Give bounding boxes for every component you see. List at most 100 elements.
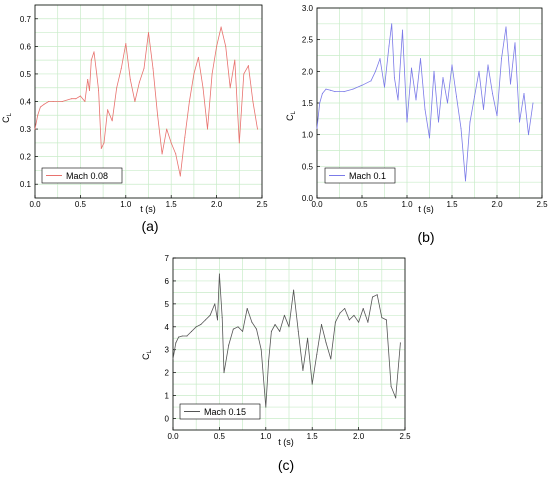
data-point [505,26,507,28]
data-point [238,142,240,144]
legend-box [41,167,123,184]
y-axis-label: CL [141,349,153,360]
data-point [372,296,374,298]
data-point [211,73,213,75]
data-point [111,120,113,122]
data-point [61,101,63,102]
data-point [460,127,462,129]
data-point [528,134,529,136]
data-point [442,77,444,79]
data-point [406,121,408,123]
data-point [43,103,45,105]
x-tick-label: 1.5 [446,200,458,209]
data-point [88,89,90,91]
data-point [120,67,122,69]
data-point [483,108,484,110]
data-point [270,330,272,332]
data-point [209,314,211,316]
data-point [288,326,290,328]
x-tick-label: 2.0 [353,432,365,441]
data-point [172,358,174,360]
data-point [334,321,336,323]
data-point [216,45,218,47]
data-point [395,397,397,399]
y-tick-label: 4 [165,323,170,332]
y-tick-label: 1.0 [302,131,314,140]
x-tick-label: 0.0 [29,200,41,209]
data-point [223,372,225,374]
data-point [256,328,258,330]
data-point [228,344,230,346]
y-tick-label: 0.3 [20,125,32,134]
data-point [415,99,417,101]
data-point [325,88,327,90]
data-point [283,314,285,316]
y-tick-label: 0.6 [20,42,32,51]
legend: Mach 0.15 [179,403,261,420]
data-point [217,319,219,321]
data-point [157,114,159,116]
data-point [179,175,181,177]
y-tick-label: 0.7 [20,15,32,24]
x-tick-label: 0.5 [75,200,87,209]
data-point [438,121,439,123]
y-tick-label: 6 [165,277,170,286]
x-tick-label: 1.0 [401,200,413,209]
y-tick-label: 0.2 [20,153,32,162]
panel-label: (a) [141,218,158,234]
y-tick-label: 0.5 [302,162,314,171]
data-point [204,319,206,321]
y-axis-label-main: C [141,353,151,360]
data-point [260,349,262,351]
data-point [234,59,236,61]
data-point [478,70,480,72]
data-point [134,101,136,102]
legend-box [179,403,261,420]
data-point [175,342,177,344]
panel-label: (c) [278,457,294,473]
data-point [367,321,369,323]
legend: Mach 0.08 [41,167,123,184]
data-point [519,121,520,123]
data-point [79,95,81,97]
data-point [474,96,475,98]
data-point [348,319,350,321]
data-point [229,87,231,89]
legend-box [324,167,396,184]
data-point [385,319,387,321]
data-point [523,93,525,94]
data-point [184,136,186,138]
data-point [496,115,498,117]
data-point [129,78,131,80]
y-tick-label: 0.0 [302,194,314,203]
data-point [191,330,193,332]
x-tick-label: 1.0 [260,432,272,441]
data-point [381,317,383,319]
series-line-1 [316,23,534,182]
data-point [70,98,72,100]
data-point [376,294,378,296]
x-axis-label: t (s) [418,204,434,214]
data-point [465,180,466,182]
y-tick-label: 2.0 [302,67,314,76]
data-point [339,312,341,314]
data-point [125,43,127,45]
y-tick-label: 2.5 [302,36,314,45]
data-point [321,93,323,94]
data-point [251,321,253,323]
x-tick-label: 2.5 [399,432,411,441]
data-point [325,342,327,344]
data-point [181,335,183,337]
data-point [391,23,393,25]
data-point [501,58,502,60]
data-point [532,102,534,104]
y-tick-label: 0.5 [20,70,32,79]
y-axis-label: CL [285,110,297,121]
data-point [451,64,453,66]
x-tick-label: 0.5 [356,200,368,209]
data-point [379,58,381,60]
data-point [197,56,199,58]
data-point [243,73,245,75]
chart-panel-2: 0.0 0.5 1.0 1.5 2.0 2.5 0.0 0.5 1.0 1.5 2.0 2.5 3.0 t… [285,4,548,245]
